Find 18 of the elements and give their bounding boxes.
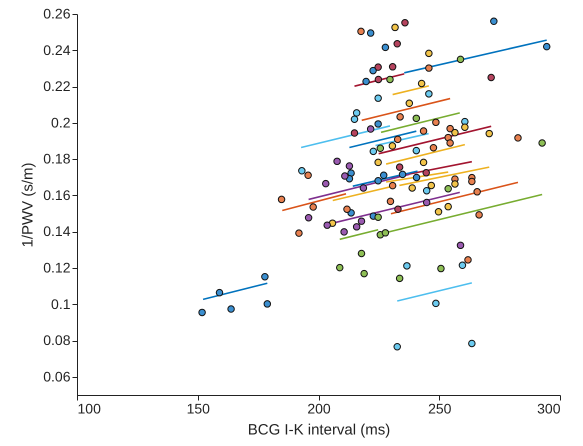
x-tick-label: 300 [537, 400, 561, 416]
y-tick-label: 0.22 [43, 78, 71, 94]
y-tick-label: 0.26 [43, 6, 71, 22]
y-tick-label: 0.14 [43, 223, 71, 240]
y-axis-title: 1/PWV (s/m) [19, 162, 36, 248]
y-tick-label: 0.16 [43, 186, 71, 203]
y-tick-label: 0.08 [43, 332, 71, 348]
x-tick-label: 200 [307, 400, 331, 416]
y-tick-label: 0.12 [43, 260, 71, 276]
x-axis-title: BCG I-K interval (ms) [248, 422, 390, 438]
y-tick-label: 0.18 [43, 150, 71, 167]
y-tick-label: 0.06 [43, 368, 71, 384]
x-tick-label: 150 [186, 400, 210, 416]
y-tick-label: 0.24 [43, 42, 71, 58]
x-tick-label: 250 [428, 400, 452, 416]
y-tick-label: 0.2 [51, 114, 71, 130]
y-tick-label: 0.1 [51, 296, 71, 312]
x-tick-label: 100 [78, 400, 102, 416]
